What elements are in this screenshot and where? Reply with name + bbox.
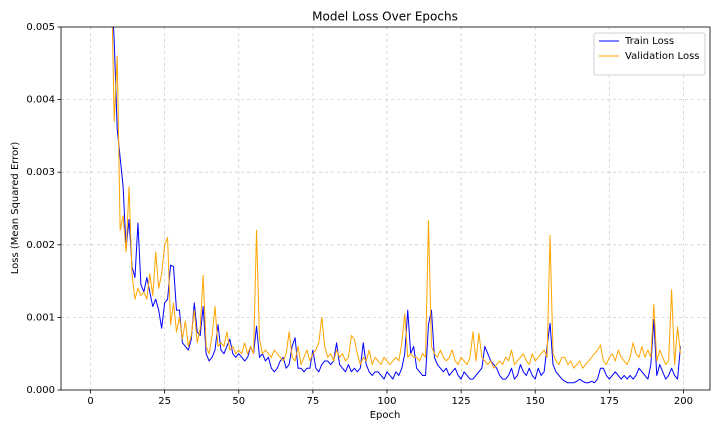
legend-label: Train Loss [624, 36, 674, 47]
line-series [111, 27, 681, 369]
plot-lines [111, 27, 681, 384]
y-tick-label: 0.001 [26, 312, 55, 323]
chart-title: Model Loss Over Epochs [312, 10, 458, 24]
y-tick-label: 0.003 [26, 167, 55, 178]
x-tick-label: 200 [674, 396, 693, 407]
legend-box [593, 32, 706, 76]
x-tick-label: 125 [452, 396, 471, 407]
legend-label: Validation Loss [625, 51, 700, 62]
y-axis-label: Loss (Mean Squared Error) [10, 142, 21, 275]
x-tick-label: 100 [377, 396, 396, 407]
x-tick-label: 50 [232, 396, 245, 407]
x-tick-label: 75 [306, 396, 319, 407]
y-tick-label: 0.005 [26, 22, 55, 33]
x-axis-label: Epoch [370, 410, 401, 421]
grid [61, 26, 710, 391]
x-tick-label: 25 [158, 396, 171, 407]
legend: Train Loss Validation Loss [593, 32, 706, 76]
x-tick-label: 175 [600, 396, 619, 407]
y-tick-label: 0.004 [26, 95, 55, 106]
x-tick-label: 0 [87, 396, 93, 407]
plot-frame [60, 26, 711, 391]
line-series [112, 27, 681, 384]
y-tick-label: 0.002 [26, 240, 55, 251]
x-tick-label: 150 [526, 396, 545, 407]
y-tick-label: 0.000 [26, 385, 55, 396]
